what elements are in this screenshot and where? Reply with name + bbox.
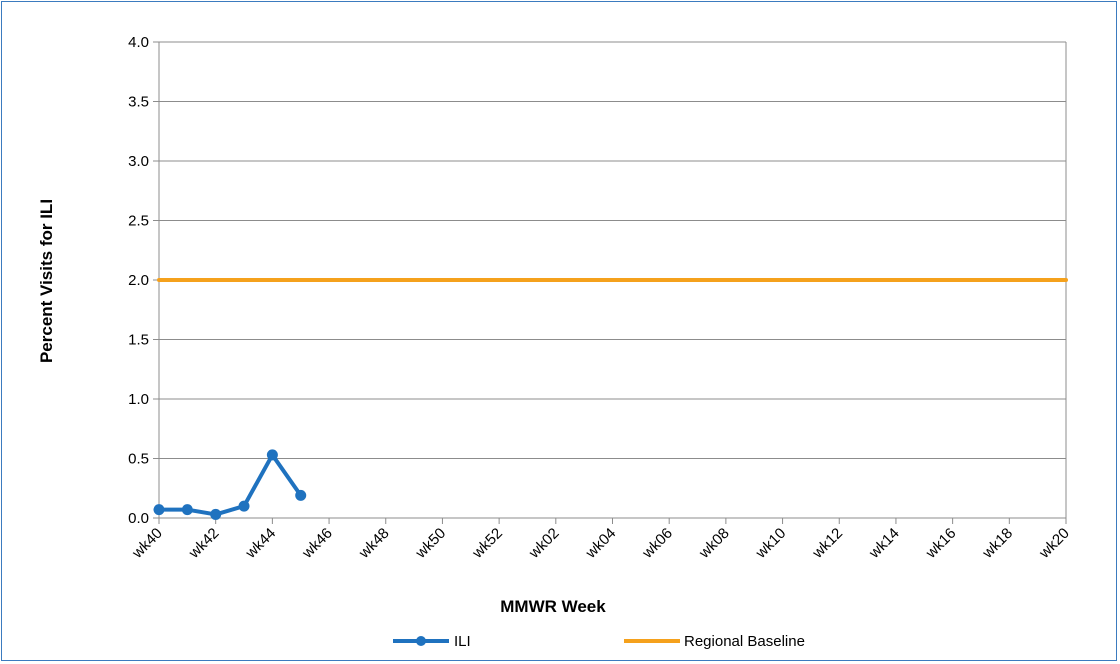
y-tick-label: 2.0 [128,272,149,289]
x-tick-label: wk50 [412,525,449,562]
series [153,278,1068,520]
y-tick-label: 0.5 [128,451,149,468]
data-point-ili [238,500,250,512]
x-tick-label: wk18 [979,525,1016,562]
x-tick-label: wk02 [525,525,562,562]
y-tick-label: 0.0 [128,510,149,527]
data-point-ili [266,449,278,461]
x-tick-label: wk08 [695,525,732,562]
legend-item-ili: ILI [393,633,471,650]
series-line-ili [157,452,303,517]
y-tick-label: 4.0 [128,34,149,51]
data-point-ili [181,504,193,516]
y-tick-label: 3.5 [128,94,149,111]
data-point-ili [210,508,222,520]
legend-item-regional-baseline: Regional Baseline [624,633,805,650]
legend-label-ili: ILI [454,633,471,650]
x-tick-label: wk14 [865,525,902,562]
legend-marker-ili [416,636,426,646]
axes [153,41,1067,524]
x-tick-label: wk40 [128,525,165,562]
x-tick-label: wk16 [922,525,959,562]
x-axis-title: MMWR Week [500,597,606,616]
x-tick-label: wk20 [1035,525,1072,562]
x-tick-label: wk42 [185,525,222,562]
x-tick-label: wk10 [752,525,789,562]
x-tick-label: wk46 [298,525,335,562]
x-tick-label: wk48 [355,525,392,562]
x-tick-label: wk44 [242,525,279,562]
y-tick-label: 2.5 [128,213,149,230]
legend: ILI Regional Baseline [393,633,805,650]
y-tick-label: 1.5 [128,332,149,349]
x-tick-label: wk04 [582,525,619,562]
x-tick-label: wk12 [809,525,846,562]
y-axis-title: Percent Visits for ILI [37,199,56,363]
data-point-ili [153,504,165,516]
x-tick-label: wk52 [468,525,505,562]
y-tick-label: 3.0 [128,153,149,170]
legend-label-regional-baseline: Regional Baseline [684,633,805,650]
tick-labels: 0.0 0.5 1.0 1.5 2.0 2.5 3.0 3.5 4.0 wk40 wk42 wk44 w… [128,34,1073,562]
data-point-ili [295,489,307,501]
x-tick-label: wk06 [639,525,676,562]
y-tick-label: 1.0 [128,391,149,408]
